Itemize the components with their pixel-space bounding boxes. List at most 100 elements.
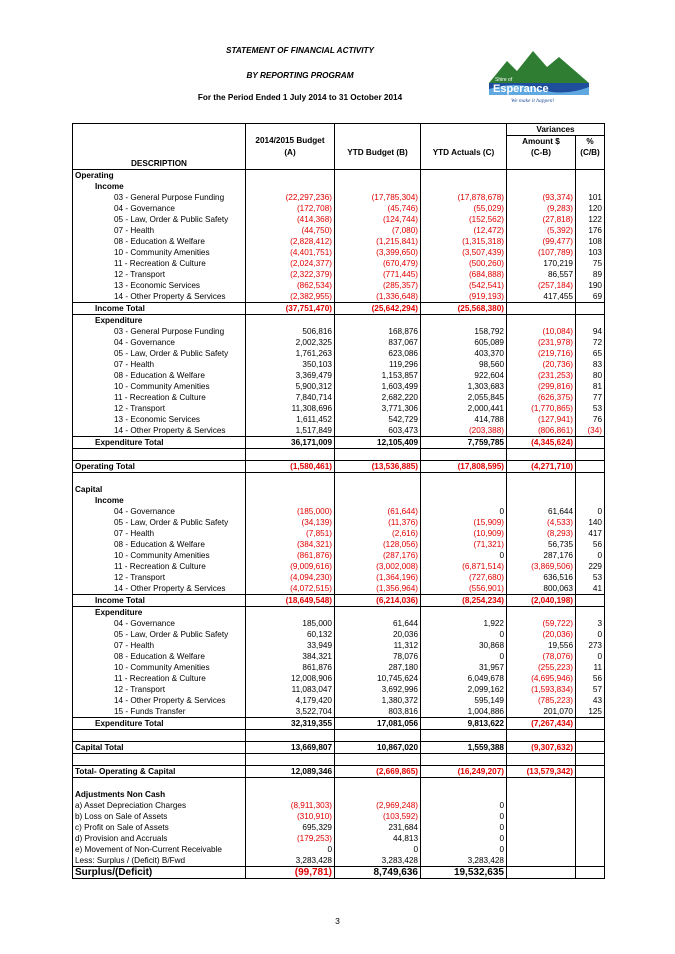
report-period: For the Period Ended 1 July 2014 to 31 O… <box>197 93 403 102</box>
row-label: 12 - Transport <box>72 403 246 414</box>
financial-activity-table: Variances 2014/2015 Budget Amount $ % (A… <box>72 123 605 879</box>
table-row: 12 - Transport (4,094,230) (1,364,196) (727… <box>72 572 605 583</box>
ytd-budget-cell: 44,813 <box>334 833 421 844</box>
budget-cell: (7,851) <box>245 528 335 539</box>
row-label: 14 - Other Property & Services <box>72 425 246 437</box>
ytd-actuals-cell: (203,388) <box>420 425 507 437</box>
ytd-budget-cell: (13,536,885) <box>334 460 421 473</box>
variance-pct-cell: 43 <box>575 695 605 706</box>
table-row: c) Profit on Sale of Assets 695,329 231,68… <box>72 822 605 833</box>
ytd-actuals-cell: 7,759,785 <box>420 436 507 449</box>
variance-amount-cell: (1,770,865) <box>506 403 576 414</box>
variance-pct-cell <box>575 811 605 822</box>
variance-pct-cell: 0 <box>575 550 605 561</box>
row-label: Total- Operating & Capital <box>72 765 246 778</box>
variance-pct-cell: 75 <box>575 258 605 269</box>
variance-amount-cell: (4,271,710) <box>506 460 576 473</box>
ytd-actuals-cell: 0 <box>420 844 507 855</box>
table-row: 14 - Other Property & Services 4,179,420 1… <box>72 695 605 706</box>
variance-amount-cell: (626,375) <box>506 392 576 403</box>
table-row: 14 - Other Property & Services (4,072,515… <box>72 583 605 595</box>
table-row: Income <box>72 495 605 506</box>
budget-cell: (172,708) <box>245 203 335 214</box>
table-row: a) Asset Depreciation Charges (8,911,303)… <box>72 800 605 811</box>
table-row <box>72 448 605 461</box>
table-row: 07 - Health (7,851) (2,616) (10,909) (8,293)… <box>72 528 605 539</box>
row-label: 10 - Community Amenities <box>72 550 246 561</box>
row-label: 03 - General Purpose Funding <box>72 192 246 203</box>
ytd-actuals-header: YTD Actuals (C) <box>420 147 507 158</box>
ytd-actuals-cell: 31,957 <box>420 662 507 673</box>
ytd-actuals-cell: (152,562) <box>420 214 507 225</box>
table-row: 14 - Other Property & Services (2,382,955… <box>72 291 605 303</box>
table-row <box>72 777 605 789</box>
variance-pct-cell: 56 <box>575 539 605 550</box>
table-row: 04 - Governance 185,000 61,644 1,922 (59,722… <box>72 618 605 629</box>
table-row: Expenditure <box>72 606 605 618</box>
variance-pct-cell: 103 <box>575 247 605 258</box>
variance-pct-cell <box>575 777 605 789</box>
ytd-budget-cell <box>334 606 421 618</box>
ytd-budget-cell <box>334 448 421 461</box>
variance-pct-cell <box>575 855 605 867</box>
budget-cell: (22,297,236) <box>245 192 335 203</box>
variance-amount-cell <box>506 800 576 811</box>
row-label <box>72 729 246 742</box>
variance-pct-cell <box>575 169 605 181</box>
table-row: Capital <box>72 484 605 495</box>
ytd-budget-cell: (1,215,841) <box>334 236 421 247</box>
budget-cell: (2,024,377) <box>245 258 335 269</box>
logo-tagline: We make it happen! <box>511 98 554 104</box>
ytd-budget-cell: 623,086 <box>334 348 421 359</box>
ytd-actuals-cell: 19,532,635 <box>420 866 507 879</box>
variance-amount-cell: (9,307,632) <box>506 741 576 754</box>
variance-amount-cell: (4,695,946) <box>506 673 576 684</box>
row-label: 04 - Governance <box>72 506 246 517</box>
ytd-actuals-cell: 0 <box>420 822 507 833</box>
variance-pct-cell: 53 <box>575 572 605 583</box>
table-row: Income <box>72 181 605 192</box>
variance-pct-cell: 3 <box>575 618 605 629</box>
ytd-actuals-cell: (16,249,207) <box>420 765 507 778</box>
variance-pct-cell: 77 <box>575 392 605 403</box>
table-row: Less: Surplus / (Deficit) B/Fwd 3,283,428… <box>72 855 605 867</box>
ytd-actuals-cell <box>420 484 507 495</box>
variance-amount-cell <box>506 866 576 879</box>
table-row: 11 - Recreation & Culture 12,008,906 10,74… <box>72 673 605 684</box>
ytd-actuals-cell: (6,871,514) <box>420 561 507 572</box>
variance-pct-cell: 57 <box>575 684 605 695</box>
variance-amount-cell: 19,556 <box>506 640 576 651</box>
budget-cell <box>245 753 335 766</box>
ytd-actuals-cell: (542,541) <box>420 280 507 291</box>
variance-amount-cell: 201,070 <box>506 706 576 718</box>
row-label: 11 - Recreation & Culture <box>72 673 246 684</box>
variance-amount-cell: (99,477) <box>506 236 576 247</box>
ytd-budget-cell <box>334 484 421 495</box>
variance-pct-cell: 125 <box>575 706 605 718</box>
row-label: 13 - Economic Services <box>72 414 246 425</box>
row-label: 11 - Recreation & Culture <box>72 258 246 269</box>
budget-cell <box>245 606 335 618</box>
variance-amount-cell: (219,716) <box>506 348 576 359</box>
ytd-budget-header: YTD Budget (B) <box>334 147 421 158</box>
ytd-actuals-cell: (25,568,380) <box>420 302 507 315</box>
budget-cell: 13,669,807 <box>245 741 335 754</box>
budget-cell: 36,171,009 <box>245 436 335 449</box>
budget-cell: (34,139) <box>245 517 335 528</box>
amount-header-line1: Amount $ <box>506 135 576 147</box>
ytd-budget-cell: (3,002,008) <box>334 561 421 572</box>
variance-amount-cell: 287,176 <box>506 550 576 561</box>
ytd-actuals-cell: 403,370 <box>420 348 507 359</box>
budget-cell: (862,534) <box>245 280 335 291</box>
row-label: Expenditure <box>72 606 246 618</box>
row-label: 08 - Education & Welfare <box>72 539 246 550</box>
row-label: d) Provision and Accruals <box>72 833 246 844</box>
ytd-actuals-cell: 1,559,388 <box>420 741 507 754</box>
variance-pct-cell: 120 <box>575 203 605 214</box>
ytd-actuals-cell: (1,315,318) <box>420 236 507 247</box>
row-label: 10 - Community Amenities <box>72 381 246 392</box>
table-row: 08 - Education & Welfare (2,828,412) (1,21… <box>72 236 605 247</box>
variance-amount-cell: 61,644 <box>506 506 576 517</box>
budget-cell: 11,083,047 <box>245 684 335 695</box>
budget-header-line2: (A) <box>245 147 335 158</box>
